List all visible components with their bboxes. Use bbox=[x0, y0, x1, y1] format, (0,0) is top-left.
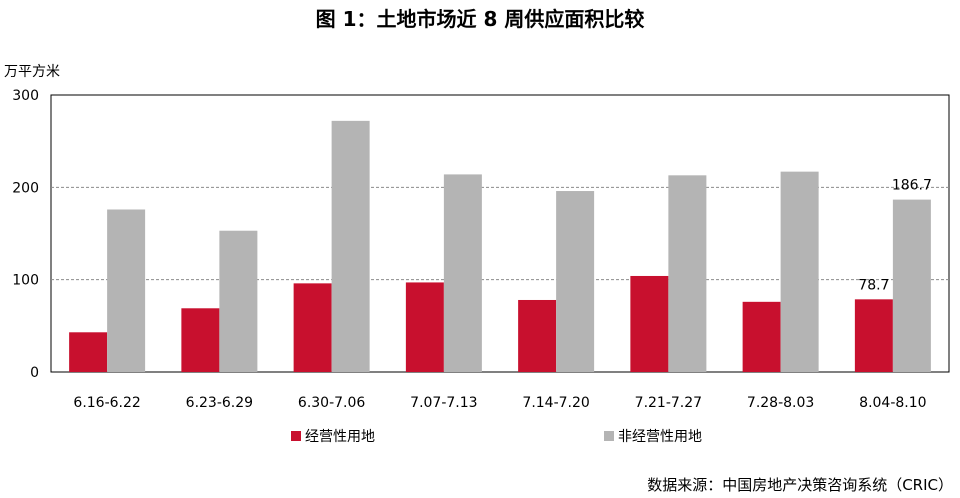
bar-commercial-3 bbox=[405, 282, 444, 372]
legend-label: 非经营性用地 bbox=[618, 429, 702, 445]
data-labels: 78.7 186.7 bbox=[858, 178, 932, 294]
bar-noncommercial-3 bbox=[443, 174, 482, 372]
bar-commercial-4 bbox=[518, 299, 557, 372]
x-tick-label: 6.16-6.22 bbox=[73, 395, 140, 411]
bar-noncommercial-2 bbox=[331, 120, 370, 372]
bar-noncommercial-6 bbox=[780, 171, 819, 372]
data-label: 78.7 bbox=[858, 277, 889, 293]
bar-noncommercial-1 bbox=[219, 230, 258, 372]
x-tick-label: 7.14-7.20 bbox=[522, 395, 589, 411]
source-note: 数据来源：中国房地产决策咨询系统（CRIC） bbox=[647, 476, 953, 494]
y-tick-label: 100 bbox=[12, 273, 39, 289]
bar-noncommercial-7 bbox=[892, 199, 931, 372]
bar-commercial-0 bbox=[69, 332, 108, 372]
bar-commercial-2 bbox=[293, 283, 332, 372]
bar-commercial-5 bbox=[630, 275, 669, 372]
legend: 经营性用地 非经营性用地 bbox=[291, 429, 702, 445]
bar-commercial-1 bbox=[181, 308, 220, 372]
bar-noncommercial-0 bbox=[107, 209, 146, 372]
plot-border bbox=[50, 94, 950, 373]
bar-noncommercial-4 bbox=[556, 191, 595, 372]
plot-area bbox=[50, 94, 950, 373]
y-tick-label: 300 bbox=[12, 88, 39, 104]
y-axis-unit-label: 万平方米 bbox=[4, 64, 60, 80]
x-tick-label: 8.04-8.10 bbox=[859, 395, 926, 411]
legend-swatch bbox=[604, 431, 614, 441]
x-tick-label: 7.07-7.13 bbox=[410, 395, 477, 411]
chart-title: 图 1：土地市场近 8 周供应面积比较 bbox=[316, 7, 645, 31]
bars bbox=[69, 120, 931, 372]
data-label: 186.7 bbox=[892, 178, 932, 194]
y-tick-label: 0 bbox=[30, 365, 39, 381]
x-tick-label: 6.30-7.06 bbox=[298, 395, 365, 411]
x-tick-label: 7.21-7.27 bbox=[635, 395, 702, 411]
x-tick-label: 7.28-8.03 bbox=[747, 395, 814, 411]
y-tick-label: 200 bbox=[12, 180, 39, 196]
legend-label: 经营性用地 bbox=[305, 429, 375, 445]
tick-labels: 0 100 200 300 6.16-6.22 6.23-6.29 6.30-7.06 7.0… bbox=[12, 88, 926, 411]
bar-commercial-6 bbox=[742, 301, 781, 372]
x-tick-label: 6.23-6.29 bbox=[186, 395, 253, 411]
legend-swatch bbox=[291, 431, 301, 441]
bar-commercial-7 bbox=[854, 299, 893, 372]
bar-noncommercial-5 bbox=[668, 175, 707, 372]
